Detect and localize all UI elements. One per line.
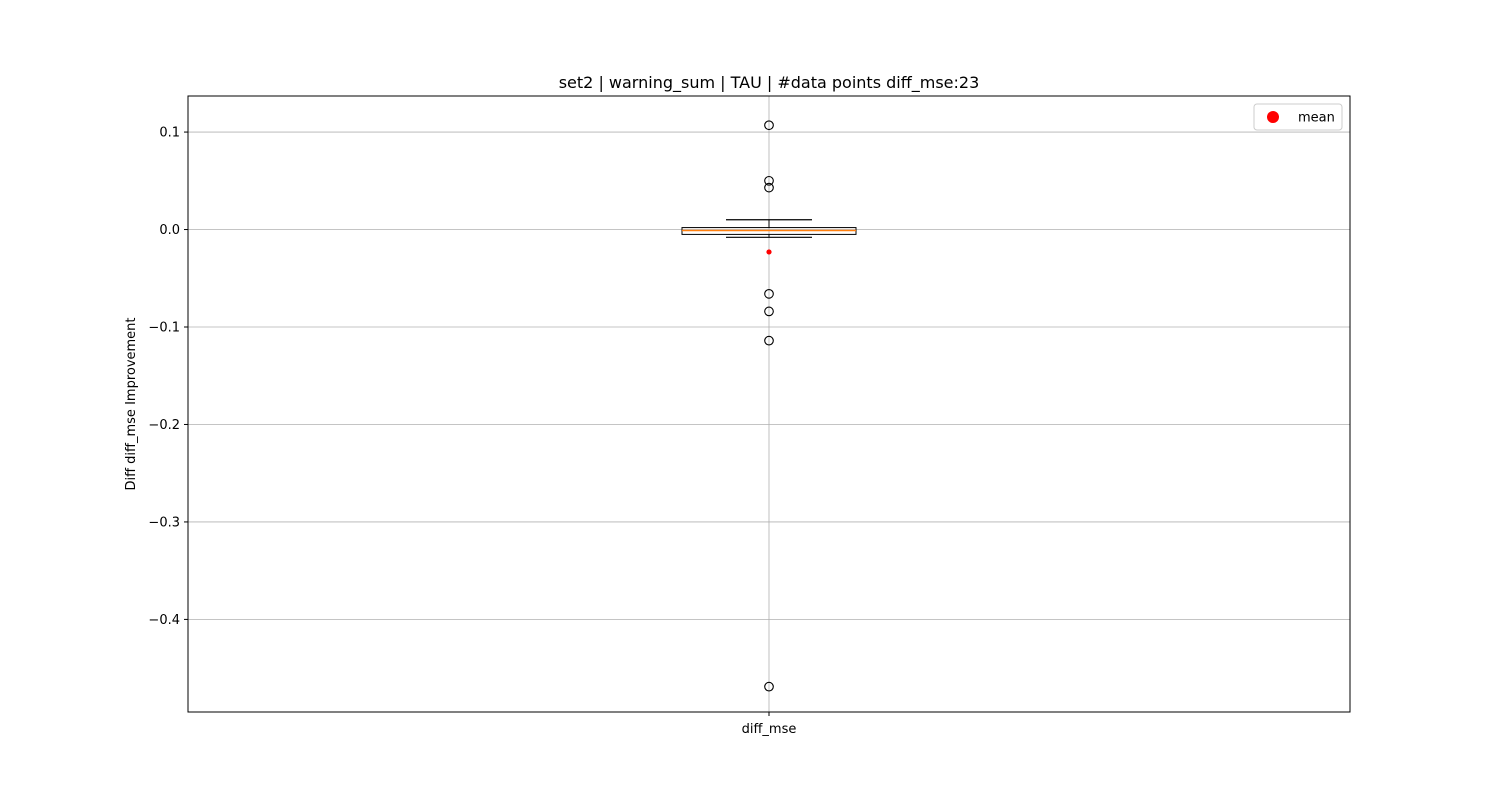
legend: mean [1253, 103, 1343, 131]
y-tick-label: −0.2 [148, 418, 180, 433]
x-tick-label: diff_mse [742, 722, 797, 737]
mean-marker [766, 249, 772, 255]
outlier-point [764, 681, 774, 692]
legend-label: mean [1298, 111, 1335, 126]
legend-box [1253, 103, 1343, 131]
grid [188, 96, 1350, 712]
outlier-point [764, 335, 774, 346]
legend-marker [1267, 111, 1279, 123]
outlier-point [764, 182, 774, 193]
outlier-point [764, 306, 774, 317]
outlier-point [764, 120, 774, 131]
chart-title: set2 | warning_sum | TAU | #data points … [559, 73, 980, 93]
outlier-point [764, 289, 774, 299]
y-tick-label: −0.1 [148, 321, 180, 336]
y-tick-label: 0.1 [159, 126, 180, 141]
outlier-point [764, 175, 774, 186]
ticks: 0.1 0.0 −0.1 −0.2 −0.3 −0.4 diff_mse [148, 126, 796, 737]
y-tick-label: 0.0 [159, 223, 180, 238]
box-plot [681, 120, 857, 692]
y-tick-label: −0.3 [148, 515, 180, 530]
y-tick-label: −0.4 [148, 613, 180, 628]
y-axis-label: Diff diff_mse Improvement [124, 317, 139, 490]
